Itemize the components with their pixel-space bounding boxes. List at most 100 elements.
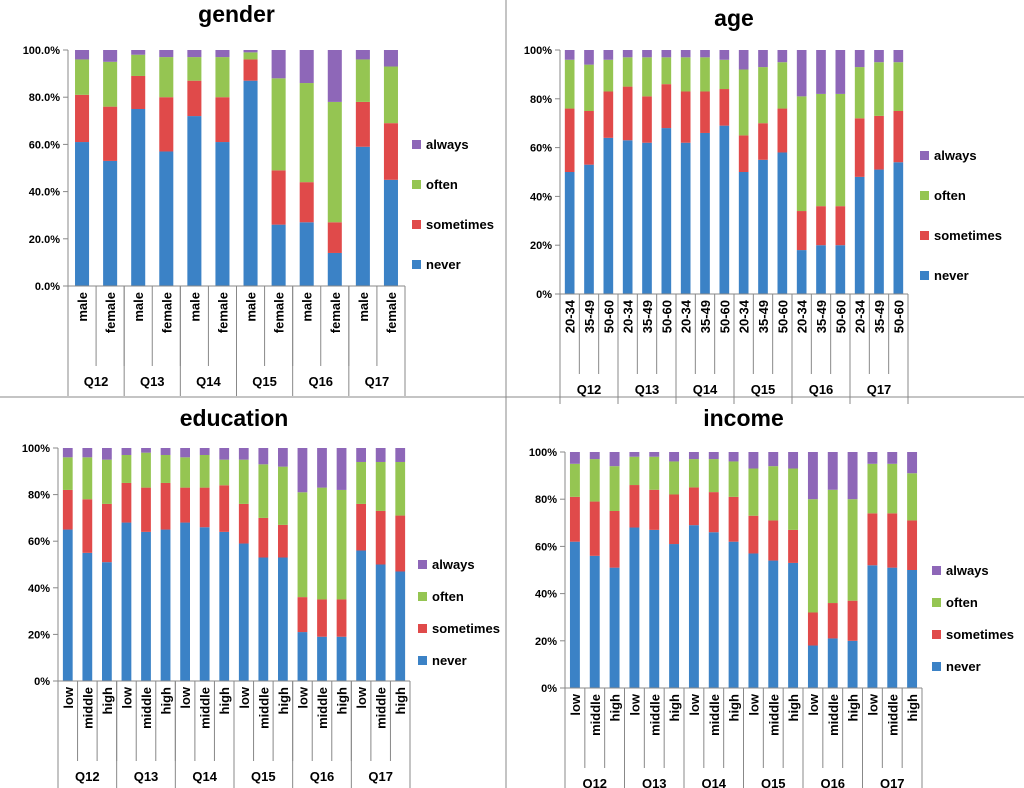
bar-segment: [336, 448, 347, 490]
bar-segment: [835, 93, 846, 207]
group-label: Q16: [308, 374, 333, 389]
bar-segment: [238, 448, 249, 460]
chart-title: gender: [198, 1, 275, 27]
x-tick-label: 50-60: [601, 300, 616, 333]
bar-segment: [669, 544, 680, 688]
bar-segment: [238, 543, 249, 681]
bar-segment: [758, 50, 768, 68]
bar-segment: [121, 522, 132, 681]
group-label: Q13: [642, 776, 667, 788]
bar-segment: [629, 527, 640, 688]
bar-segment: [160, 454, 171, 483]
bar-segment: [622, 57, 633, 87]
bar-segment: [131, 75, 146, 109]
bar-segment: [708, 459, 719, 493]
x-tick-label: low: [61, 686, 76, 709]
x-tick-label: 35-49: [640, 300, 655, 333]
x-tick-label: high: [608, 694, 623, 721]
chart-panel: gender 0.0% 20.0% 40.0% 60.0% 80.0% 100.0% male…: [23, 1, 494, 396]
y-tick-label: 80%: [535, 494, 557, 506]
bar-segment: [708, 492, 719, 533]
x-tick-label: middle: [198, 687, 213, 729]
x-tick-label: 20-34: [679, 299, 694, 333]
group-label: Q14: [196, 374, 221, 389]
bar-segment: [336, 599, 347, 637]
bar-segment: [160, 482, 171, 530]
x-tick-label: high: [100, 687, 115, 714]
y-tick-label: 80%: [28, 490, 50, 502]
bar-segment: [887, 463, 898, 514]
bar-segment: [768, 452, 779, 467]
bar-segment: [758, 123, 768, 160]
x-tick-label: 35-49: [756, 300, 771, 333]
bar-segment: [278, 448, 288, 467]
x-tick-label: 50-60: [775, 300, 790, 333]
legend-label: never: [426, 257, 461, 272]
bar-segment: [738, 172, 749, 294]
bar-segment: [796, 96, 807, 212]
bar-segment: [102, 562, 112, 681]
bar-segment: [75, 94, 90, 143]
bar-segment: [768, 560, 779, 688]
x-tick-label: female: [103, 292, 118, 333]
bar-segment: [62, 448, 73, 458]
bar-segment: [395, 461, 406, 516]
bar-segment: [768, 520, 779, 561]
group-label: Q16: [809, 382, 834, 397]
bar-segment: [103, 50, 118, 62]
bar-segment: [355, 59, 370, 102]
bar-segment: [215, 142, 230, 286]
bar-segment: [356, 461, 366, 504]
bar-segment: [629, 452, 640, 457]
bar-segment: [355, 146, 370, 286]
x-tick-label: high: [846, 694, 861, 721]
group-label: Q17: [365, 374, 390, 389]
bar-segment: [238, 459, 249, 504]
legend-swatch: [418, 656, 427, 665]
x-tick-label: female: [215, 292, 230, 333]
x-tick-label: middle: [588, 694, 603, 736]
bar-segment: [748, 515, 759, 554]
legend-label: sometimes: [934, 228, 1002, 243]
legend-swatch: [412, 260, 421, 269]
x-tick-label: middle: [315, 687, 330, 729]
bar-segment: [758, 159, 768, 294]
y-tick-label: 20.0%: [29, 234, 60, 246]
x-tick-label: female: [384, 292, 399, 333]
bar-segment: [278, 466, 288, 525]
y-tick-label: 100%: [524, 45, 552, 57]
bar-segment: [215, 50, 230, 58]
y-tick-label: 80.0%: [29, 92, 60, 104]
legend-label: sometimes: [946, 627, 1014, 642]
bar-segment: [768, 466, 779, 521]
x-tick-label: low: [627, 693, 642, 716]
bar-segment: [317, 487, 327, 600]
bar-segment: [75, 142, 90, 286]
bar-segment: [708, 452, 719, 460]
bar-segment: [131, 50, 146, 55]
bar-segment: [867, 565, 878, 688]
bar-segment: [835, 206, 846, 246]
x-tick-label: middle: [707, 694, 722, 736]
group-label: Q17: [368, 769, 393, 784]
bar-segment: [271, 78, 286, 171]
x-tick-label: male: [131, 292, 146, 322]
bar-segment: [874, 62, 884, 116]
bar-segment: [719, 89, 730, 126]
bar-segment: [661, 128, 672, 294]
bar-segment: [642, 142, 652, 294]
group-label: Q14: [192, 769, 217, 784]
x-tick-label: middle: [80, 687, 95, 729]
x-tick-label: 35-49: [872, 300, 887, 333]
bar-segment: [564, 108, 575, 172]
bar-segment: [609, 466, 620, 511]
bar-segment: [777, 108, 788, 153]
bar-segment: [82, 457, 93, 500]
bar-segment: [748, 452, 759, 469]
legend-label: always: [432, 557, 475, 572]
chart-title: age: [714, 5, 754, 31]
y-tick-label: 0%: [536, 289, 552, 301]
bar-segment: [854, 118, 865, 177]
bar-segment: [238, 503, 249, 544]
bar-segment: [688, 487, 699, 526]
